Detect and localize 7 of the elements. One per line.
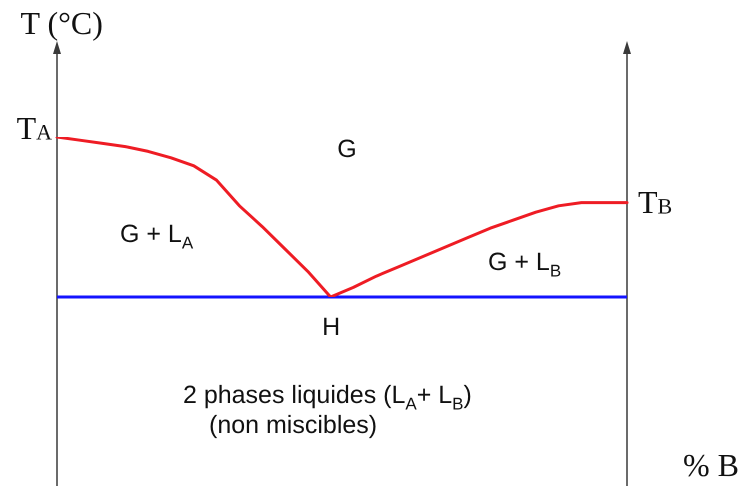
text: TB [638,184,672,220]
annotation: H [322,313,340,341]
annotation: G [337,135,357,163]
text: (non miscibles) [209,411,378,439]
text: % B [683,447,739,483]
text: TA [16,110,52,146]
y-axis-title: T (°C) [20,5,103,41]
